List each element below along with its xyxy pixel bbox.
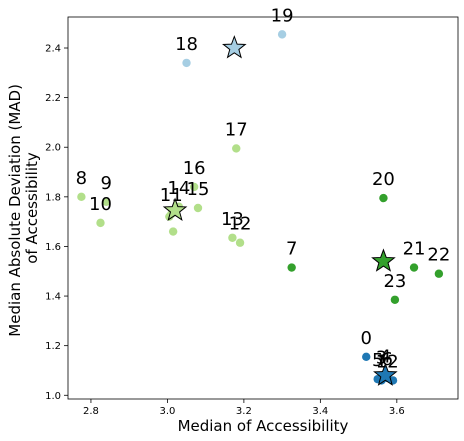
point-label: 23 xyxy=(383,271,406,292)
point-label: 13 xyxy=(221,209,244,230)
y-axis-ticks: 1.0 1.2 1.4 1.6 1.8 2.0 2.2 2.4 xyxy=(45,44,68,402)
point-label: 6 xyxy=(382,349,393,370)
point-label: 19 xyxy=(271,5,294,26)
scatter-point xyxy=(409,263,419,272)
point-label: 0 xyxy=(361,328,372,349)
point-label: 5 xyxy=(372,350,383,371)
y-axis-title-line-2: of Accessibility xyxy=(23,152,41,264)
scatter-point xyxy=(362,352,371,362)
point-label: 7 xyxy=(286,239,297,260)
y-tick-label: 1.2 xyxy=(45,341,61,352)
y-tick-label: 1.8 xyxy=(45,192,61,203)
point-label: 21 xyxy=(403,239,426,260)
scatter-point xyxy=(77,192,86,202)
x-tick-label: 3.2 xyxy=(236,406,252,417)
scatter-point xyxy=(182,58,191,68)
y-tick-label: 2.0 xyxy=(45,143,61,154)
centroid-star-marker xyxy=(371,248,396,272)
scatter-point xyxy=(232,144,241,153)
scatter-point xyxy=(193,203,203,213)
point-label: 2 xyxy=(387,351,398,372)
scatter-point xyxy=(379,193,388,203)
point-label: 8 xyxy=(76,168,87,189)
scatter-point xyxy=(287,263,296,272)
point-label: 9 xyxy=(101,173,112,194)
point-label: 1 xyxy=(376,351,387,372)
y-tick-label: 1.4 xyxy=(45,292,61,303)
centroid-star-marker xyxy=(222,35,247,59)
point-label: 4 xyxy=(380,346,391,367)
centroid-star-marker xyxy=(162,197,188,221)
y-tick-label: 1.6 xyxy=(45,242,61,253)
point-label: 3 xyxy=(376,348,387,369)
point-label: 11 xyxy=(160,185,183,206)
point-label: 14 xyxy=(167,178,190,199)
y-tick-label: 2.2 xyxy=(45,93,61,104)
scatter-point xyxy=(96,218,105,228)
point-label: 17 xyxy=(225,119,248,140)
x-axis-ticks: 2.8 3.0 3.2 3.4 3.6 xyxy=(83,399,405,417)
point-label: 22 xyxy=(427,245,450,266)
y-tick-label: 2.4 xyxy=(45,44,61,55)
scatter-point xyxy=(434,269,444,278)
scatter-point xyxy=(168,227,178,236)
scatter-point xyxy=(277,30,287,39)
scatter-point xyxy=(189,182,199,192)
point-label: 10 xyxy=(89,194,112,215)
plot-area-frame xyxy=(67,16,459,400)
point-label: 20 xyxy=(372,169,395,190)
point-label: 12 xyxy=(229,214,252,235)
x-tick-label: 2.8 xyxy=(83,406,99,417)
point-label: 16 xyxy=(183,158,206,179)
point-label: 18 xyxy=(175,34,198,55)
centroids-layer xyxy=(162,35,398,386)
scatter-point xyxy=(390,295,400,304)
centroid-star-marker xyxy=(373,362,398,386)
y-tick-label: 1.0 xyxy=(45,391,61,402)
y-axis-title: Median Absolute Deviation (MAD) of Acces… xyxy=(6,79,41,336)
point-label: 15 xyxy=(187,179,210,200)
x-axis-title: Median of Accessibility xyxy=(178,417,349,435)
x-tick-label: 3.4 xyxy=(312,406,328,417)
scatter-point xyxy=(228,233,237,242)
y-axis-title-line-1: Median Absolute Deviation (MAD) xyxy=(6,84,24,337)
x-tick-label: 3.0 xyxy=(159,406,175,417)
x-tick-label: 3.6 xyxy=(389,406,405,417)
scatter-point xyxy=(102,197,111,206)
scatter-point xyxy=(235,238,245,247)
